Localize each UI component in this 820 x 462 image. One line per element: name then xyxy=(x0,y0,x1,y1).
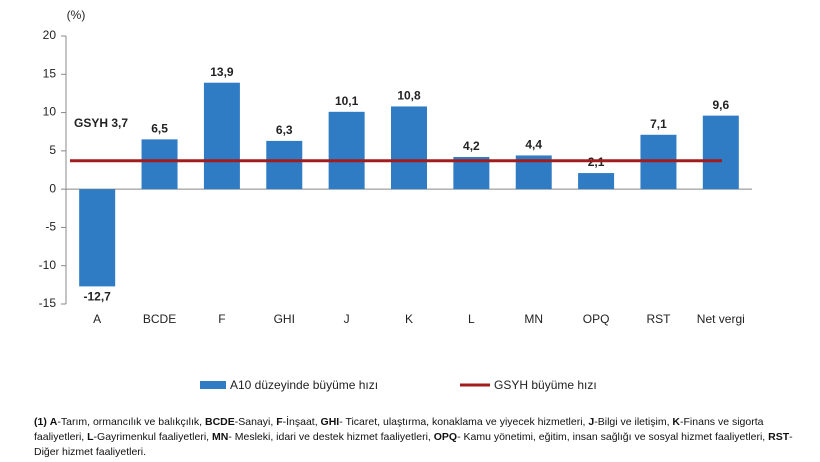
x-tick-label: L xyxy=(468,312,475,326)
y-tick-label: -10 xyxy=(39,258,57,272)
x-tick-label: F xyxy=(218,312,225,326)
footnote-term: K xyxy=(672,416,681,428)
footnote-term: BCDE xyxy=(204,416,235,428)
value-label: 13,9 xyxy=(210,65,234,79)
legend-swatch xyxy=(200,381,226,389)
footnote-text: -Tarım, ormancılık ve balıkçılık, xyxy=(57,416,205,428)
footnote-text: -Gayrimenkul faaliyetleri, xyxy=(93,431,212,443)
legend-label: GSYH büyüme hızı xyxy=(494,378,597,392)
x-tick-label: A xyxy=(93,312,101,326)
footnote-text: -Finans ve sigorta faaliyetleri, xyxy=(34,416,764,443)
value-label: 10,1 xyxy=(335,94,359,108)
x-tick-label: K xyxy=(405,312,413,326)
value-label: 10,8 xyxy=(397,89,421,103)
footnote-text: - Kamu yönetimi, eğitim, insan sağlığı v… xyxy=(457,431,769,443)
x-tick-label: RST xyxy=(646,312,671,326)
value-label: -12,7 xyxy=(84,290,112,304)
x-tick-label: OPQ xyxy=(583,312,610,326)
bar xyxy=(203,82,240,190)
footnote-text: - Mesleki, idari ve destek hizmet faaliy… xyxy=(228,431,434,443)
value-label: 6,3 xyxy=(276,123,293,137)
footnote-text: -İnşaat, xyxy=(282,416,321,428)
chart: (%) 20 15 10 5 0 -5 -10 -15 A BCDE F GHI J K L MN OPQ RST… xyxy=(39,8,752,392)
x-tick-label: Net vergi xyxy=(697,312,745,326)
footnote-text: - Ticaret, ulaştırma, konaklama ve yiyec… xyxy=(339,416,589,428)
bar xyxy=(141,139,178,190)
bar xyxy=(578,173,615,190)
footnote-text: -Bilgi ve iletişim, xyxy=(594,416,673,428)
footnote-term: J xyxy=(588,416,595,428)
bar xyxy=(328,111,365,190)
value-label: 7,1 xyxy=(650,117,667,131)
value-label: 4,4 xyxy=(525,138,542,152)
footnote-text: -Sanayi, xyxy=(234,416,277,428)
bar xyxy=(453,156,490,190)
y-tick-label: 20 xyxy=(43,28,57,42)
x-tick-label: BCDE xyxy=(143,312,176,326)
reference-label: GSYH 3,7 xyxy=(74,116,128,130)
bar xyxy=(266,140,303,190)
y-tick-label: 10 xyxy=(43,105,57,119)
footnote-term: L xyxy=(87,431,94,443)
x-tick-label: J xyxy=(344,312,350,326)
y-tick-label: 5 xyxy=(49,143,56,157)
bar xyxy=(702,115,739,190)
footnote-term: A xyxy=(49,416,58,428)
footnote-term: GHI xyxy=(320,416,340,428)
bar xyxy=(391,106,427,190)
footnote-term: MN xyxy=(211,431,229,443)
x-tick-label: GHI xyxy=(274,312,295,326)
legend-label: A10 düzeyinde büyüme hızı xyxy=(230,378,378,392)
x-tick-label: MN xyxy=(524,312,543,326)
footnote: (1) A-Tarım, ormancılık ve balıkçılık, B… xyxy=(34,415,804,460)
bar xyxy=(79,189,116,287)
footnote-term: OPQ xyxy=(433,431,458,443)
footnote-term: (1) xyxy=(34,416,47,428)
value-label: 9,6 xyxy=(712,98,729,112)
footnote-text: - Diğer hizmet faaliyetleri. xyxy=(34,431,793,458)
footnote-term: RST xyxy=(768,431,790,443)
y-tick-label: -5 xyxy=(45,220,56,234)
y-tick-label: 15 xyxy=(43,66,57,80)
footnote-term: F xyxy=(276,416,283,428)
value-label: 4,2 xyxy=(463,139,480,153)
y-tick-label: -15 xyxy=(39,296,57,310)
value-label: 6,5 xyxy=(151,122,168,136)
unit-label: (%) xyxy=(67,8,86,22)
y-tick-label: 0 xyxy=(49,181,56,195)
